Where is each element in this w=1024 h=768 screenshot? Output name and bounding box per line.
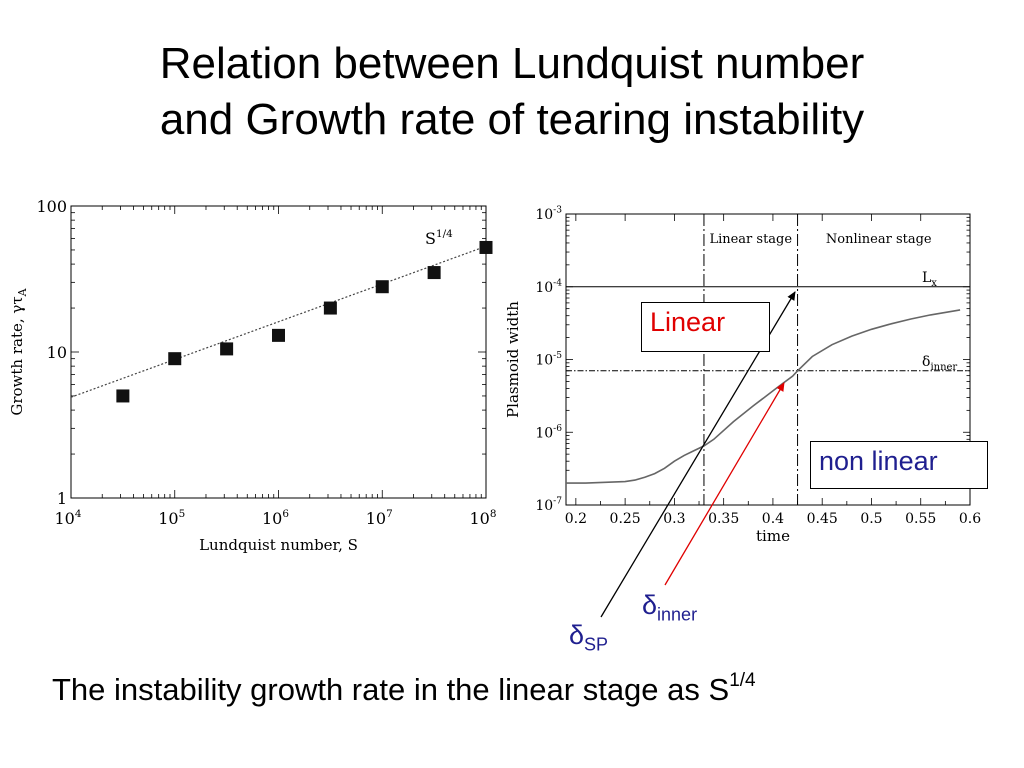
x-tick-label-7: 0.55 — [905, 511, 936, 527]
y-tick-label-3-base: 10 — [535, 280, 553, 296]
x-tick-label-0-exp: 4 — [75, 508, 82, 520]
slide-title-line-2: and Growth rate of tearing instability — [159, 95, 865, 144]
plasmoid-width-chart: 0.2 0.25 0.3 0.35 0.4 0.45 0.5 0.55 0.610-710-61… — [504, 206, 981, 545]
x-tick-label-0: 104 — [55, 508, 82, 528]
x-tick-label-1-base: 10 — [158, 509, 178, 528]
y-axis-label-text: Growth rate, γτ — [8, 296, 26, 415]
delta-inner-arrow — [664, 382, 785, 586]
y-tick-label-2: 10-5 — [535, 351, 562, 368]
data-point — [375, 280, 389, 294]
series-line-0 — [566, 309, 961, 484]
y-tick-label-1: 10 — [47, 343, 67, 362]
y-tick-label-1-exp: -6 — [553, 424, 562, 434]
x-tick-label-8: 0.6 — [959, 511, 981, 527]
x-tick-label-1-exp: 5 — [179, 508, 186, 520]
fit-line — [70, 245, 487, 398]
x-tick-label-3: 107 — [366, 508, 393, 528]
fit-line-label: S1/4 — [425, 228, 453, 248]
slide-title: Relation between Lundquist number and Gr… — [0, 36, 1024, 148]
slide-title-line-1: Relation between Lundquist number — [159, 39, 865, 88]
plot-frame — [70, 205, 487, 499]
x-tick-label-2: 106 — [262, 508, 289, 528]
x-tick-label-3: 0.35 — [708, 511, 739, 527]
y-tick-label-4-exp: -3 — [553, 206, 562, 216]
y-tick-label-0: 1 — [57, 489, 67, 508]
stage-label-linear: Linear stage — [709, 232, 792, 247]
slide-caption: The instability growth rate in the linea… — [52, 670, 756, 708]
delta-inner-symbol: δ — [642, 590, 658, 620]
caption-text: The instability growth rate in the linea… — [52, 672, 730, 707]
x-axis-label: Lundquist number, S — [199, 536, 358, 554]
x-tick-label-3-exp: 7 — [386, 508, 393, 520]
x-tick-label-3-base: 10 — [366, 509, 386, 528]
x-tick-label-2-base: 10 — [262, 509, 282, 528]
x-tick-label-1: 105 — [158, 508, 185, 528]
x-tick-label-2: 0.3 — [663, 511, 685, 527]
caption-superscript: 1/4 — [729, 670, 756, 691]
y-tick-label-2-base: 10 — [535, 353, 553, 369]
x-tick-label-4-exp: 8 — [490, 508, 497, 520]
fit-line-label-base: S — [425, 229, 436, 248]
y-tick-label-3: 10-4 — [535, 278, 562, 295]
x-tick-label-2-exp: 6 — [282, 508, 289, 520]
x-tick-label-4-base: 10 — [470, 509, 490, 528]
hline-label-sub: inner — [930, 362, 957, 373]
y-tick-label-0: 10-7 — [535, 497, 562, 514]
data-point — [116, 389, 130, 403]
x-tick-label-0-base: 10 — [55, 509, 75, 528]
y-tick-label-1: 10-6 — [535, 424, 562, 441]
hline-label-text: L — [922, 270, 931, 286]
hline-label-text: δ — [922, 354, 930, 370]
linear-box: Linear — [641, 302, 770, 352]
x-axis-label: time — [756, 527, 790, 545]
y-axis-label: Plasmoid width — [504, 301, 522, 418]
delta-sp-subscript: SP — [584, 634, 609, 655]
x-tick-label-5: 0.45 — [807, 511, 838, 527]
x-tick-label-0: 0.2 — [565, 511, 587, 527]
y-axis-label: Growth rate, γτA — [8, 287, 29, 415]
y-axis-label-sub: A — [16, 287, 29, 297]
delta-sp-label: δSP — [569, 620, 608, 655]
x-tick-label-4: 0.4 — [762, 511, 784, 527]
y-tick-label-4: 10-3 — [535, 206, 562, 223]
data-point — [272, 328, 285, 342]
x-tick-label-6: 0.5 — [860, 511, 882, 527]
stage-label-nonlinear: Nonlinear stage — [826, 232, 932, 247]
hline-label-1: δinner — [922, 354, 957, 373]
delta-sp-symbol: δ — [569, 620, 585, 650]
data-point — [168, 352, 182, 366]
data-point — [220, 342, 234, 356]
nonlinear-box: non linear — [810, 441, 988, 489]
y-tick-label-0-exp: -7 — [553, 497, 562, 507]
fit-line-label-exp: 1/4 — [436, 228, 453, 240]
y-tick-label-4-base: 10 — [535, 207, 553, 223]
y-tick-label-2-exp: -5 — [553, 351, 562, 361]
y-tick-label-2: 100 — [36, 197, 67, 216]
delta-inner-label: δinner — [642, 590, 697, 625]
x-tick-label-4: 108 — [470, 508, 497, 528]
y-tick-label-0-base: 10 — [535, 498, 553, 514]
hline-label-sub: x — [931, 278, 937, 289]
x-tick-label-1: 0.25 — [610, 511, 641, 527]
delta-inner-subscript: inner — [657, 604, 698, 625]
hline-label-0: Lx — [922, 270, 937, 289]
data-point — [427, 266, 441, 280]
y-tick-label-3-exp: -4 — [553, 278, 562, 288]
y-tick-label-1-base: 10 — [535, 425, 553, 441]
data-point — [323, 301, 337, 315]
data-point — [479, 240, 493, 254]
